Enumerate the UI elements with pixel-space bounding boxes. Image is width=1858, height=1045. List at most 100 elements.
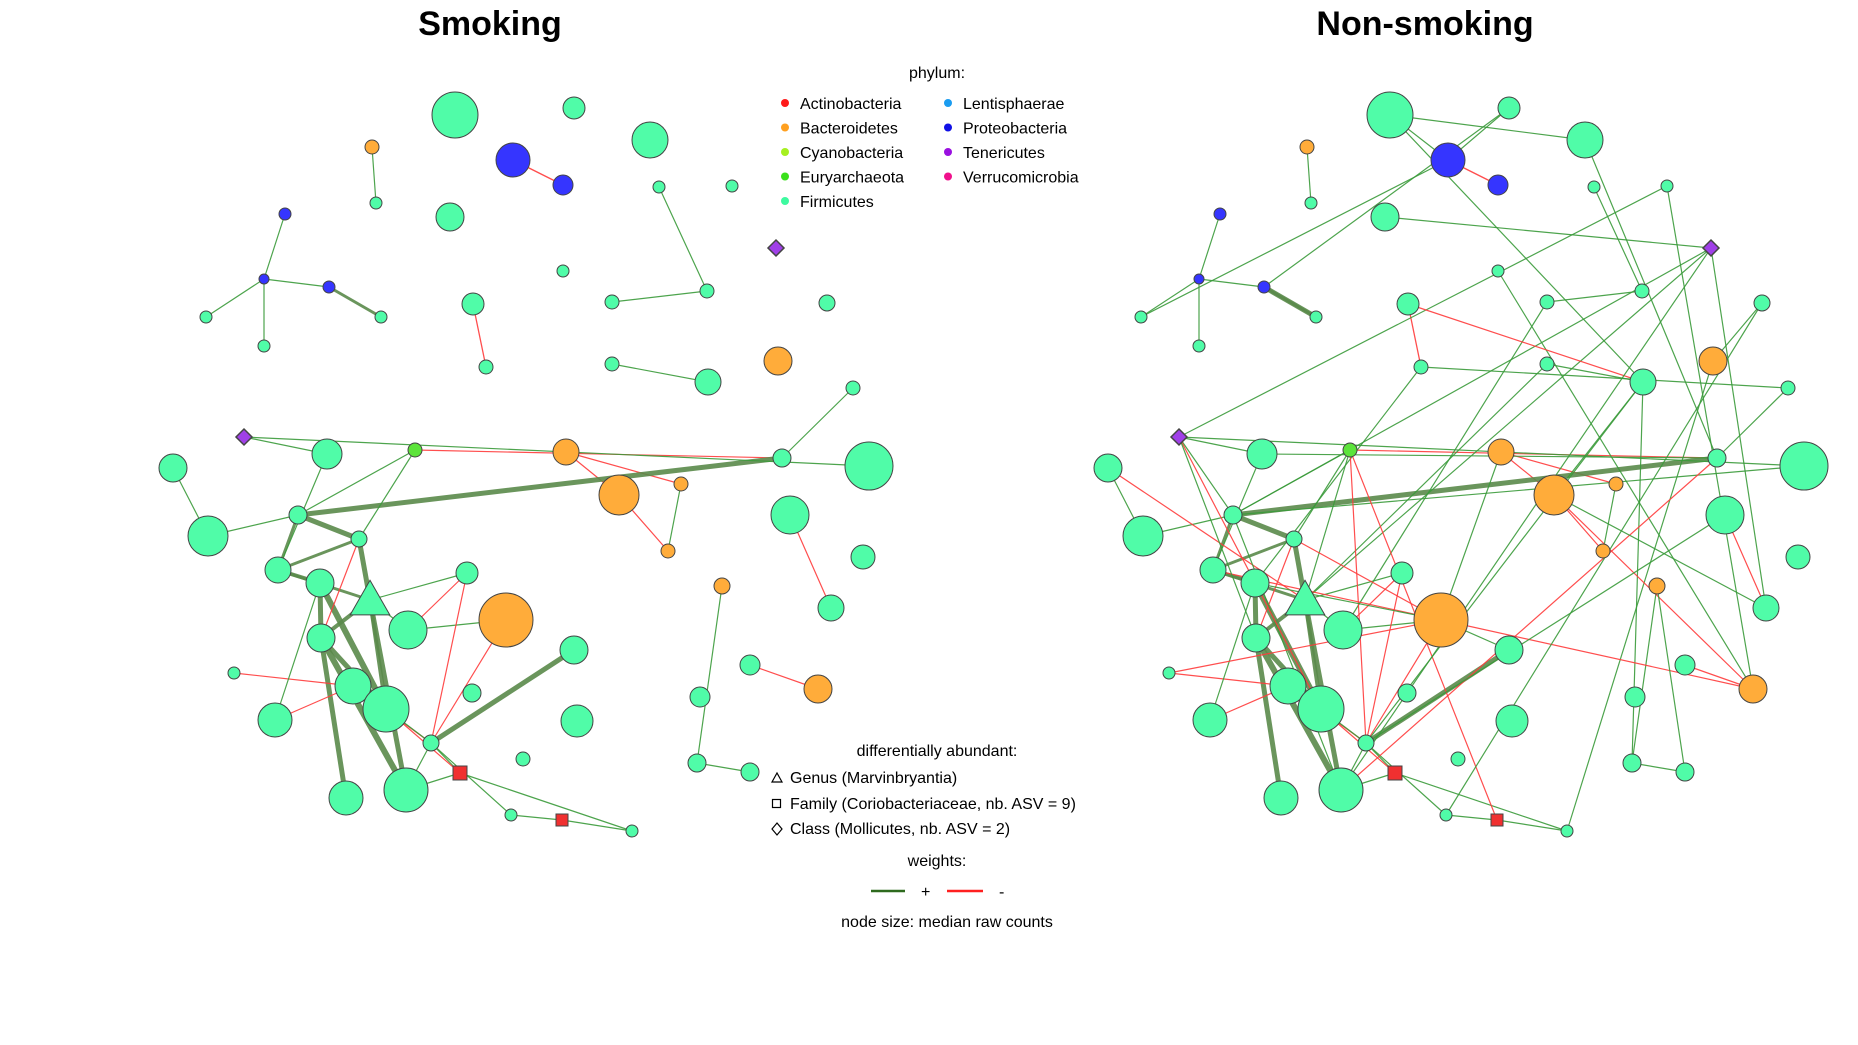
da-label-family: Family (Coriobacteriaceae, nb. ASV = 9)	[790, 796, 1076, 813]
taxon-node	[694, 368, 722, 396]
taxon-node	[1122, 515, 1164, 557]
phylum-color-dot	[944, 123, 952, 132]
phylum-label: Verrucomicrobia	[963, 170, 1079, 187]
taxon-node	[328, 780, 364, 816]
taxon-node	[1566, 121, 1604, 159]
positive-edge	[1293, 449, 1351, 540]
taxon-node	[560, 704, 594, 738]
positive-edge	[1209, 582, 1256, 721]
da-genus-node	[349, 579, 391, 616]
taxon-node	[1753, 294, 1771, 312]
taxon-node	[311, 438, 343, 470]
positive-edge	[263, 278, 330, 288]
phylum-color-dot	[781, 99, 789, 107]
taxon-node	[1430, 142, 1466, 178]
taxon-node	[1439, 808, 1453, 822]
taxon-node	[1269, 667, 1307, 705]
positive-edge	[1656, 585, 1686, 773]
taxon-node	[1192, 702, 1228, 738]
positive-edge	[1263, 107, 1510, 288]
taxon-node	[1413, 592, 1469, 648]
phylum-legend-items: Actinobacteria Bacteroidetes Cyanobacteria…	[781, 96, 1079, 211]
taxon-node	[383, 767, 429, 813]
positive-edge	[1389, 114, 1644, 383]
taxon-node	[1240, 568, 1270, 598]
positive-edge	[1253, 635, 1284, 801]
taxon-node	[1299, 139, 1315, 155]
phylum-color-dot	[781, 197, 789, 205]
phylum-legend-item: Tenericutes	[944, 145, 1045, 162]
taxon-node	[1342, 442, 1358, 458]
taxon-node	[631, 121, 669, 159]
taxon-node	[1304, 196, 1318, 210]
taxon-node	[1487, 174, 1509, 196]
taxon-node	[844, 441, 894, 491]
taxon-node	[725, 179, 739, 193]
taxon-node	[660, 543, 676, 559]
phylum-label: Lentisphaerae	[963, 96, 1065, 113]
taxon-node	[258, 273, 270, 285]
taxon-node	[850, 544, 876, 570]
da-family-node	[1490, 813, 1504, 827]
taxon-node	[673, 476, 689, 492]
negative-edge	[233, 672, 354, 687]
taxon-node	[604, 356, 620, 372]
taxon-node	[1648, 577, 1666, 595]
taxon-node	[350, 530, 368, 548]
taxon-node	[1497, 96, 1521, 120]
phylum-legend-item: Bacteroidetes	[781, 121, 898, 138]
phylum-legend-item: Firmicutes	[781, 194, 874, 211]
taxon-node	[1241, 623, 1271, 653]
negative-weight-label: -	[999, 884, 1004, 901]
positive-edge	[1198, 213, 1221, 280]
positive-edge	[1140, 159, 1449, 318]
positive-edge	[1198, 278, 1265, 288]
positive-edge	[327, 285, 383, 319]
phylum-legend-item: Actinobacteria	[781, 96, 901, 113]
taxon-node	[362, 685, 410, 733]
taxon-node	[1779, 441, 1829, 491]
positive-edge	[1340, 247, 1712, 791]
da-family-node	[555, 813, 569, 827]
taxon-node	[1199, 556, 1227, 584]
phylum-color-dot	[781, 123, 789, 132]
taxon-node	[1357, 734, 1375, 752]
phylum-color-dot	[781, 172, 789, 181]
taxon-node	[763, 346, 793, 376]
taxon-node	[1397, 683, 1417, 703]
weights-legend-title: weights:	[907, 853, 967, 870]
taxon-node	[1162, 666, 1176, 680]
positive-edge	[658, 186, 708, 292]
positive-edge	[1254, 366, 1422, 584]
negative-edge	[1340, 457, 1718, 791]
positive-edge	[1497, 270, 1754, 690]
positive-edge	[1178, 436, 1234, 516]
taxon-node	[1634, 283, 1650, 299]
positive-edge	[1420, 366, 1789, 389]
negative-edge	[565, 451, 682, 485]
taxon-node	[1624, 686, 1646, 708]
da-family-node	[452, 765, 468, 781]
positive-edge	[1254, 582, 1442, 621]
positive-edge	[1631, 585, 1658, 764]
positive-edge	[1304, 363, 1548, 601]
positive-edge	[1584, 139, 1718, 459]
taxon-node	[1223, 505, 1243, 525]
phylum-legend-item: Proteobacteria	[944, 121, 1067, 138]
phylum-label: Bacteroidetes	[800, 121, 898, 138]
positive-edge	[317, 580, 389, 712]
phylum-label: Proteobacteria	[963, 121, 1067, 138]
positive-edge	[1365, 514, 1726, 744]
positive-edge	[1394, 772, 1568, 832]
positive-edge	[1546, 290, 1643, 303]
taxon-node	[227, 666, 241, 680]
taxon-node	[288, 505, 308, 525]
taxon-node	[1318, 767, 1364, 813]
positive-edge	[1440, 451, 1502, 621]
taxon-node	[1738, 674, 1768, 704]
taxon-node	[772, 448, 792, 468]
negative-edge	[1168, 672, 1289, 687]
phylum-label: Cyanobacteria	[800, 145, 903, 162]
taxon-node	[455, 561, 479, 585]
positive-edge	[1710, 247, 1767, 609]
